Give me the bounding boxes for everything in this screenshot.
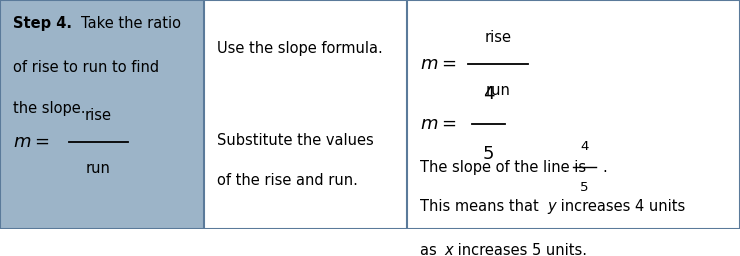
Text: increases 4 units: increases 4 units: [556, 199, 685, 214]
Text: rise: rise: [485, 30, 511, 45]
Text: rise: rise: [85, 108, 112, 123]
FancyBboxPatch shape: [407, 0, 740, 229]
Text: of rise to run to find: of rise to run to find: [13, 60, 159, 74]
Text: Take the ratio: Take the ratio: [81, 16, 181, 31]
Text: run: run: [485, 83, 511, 98]
Text: of the rise and run.: of the rise and run.: [217, 173, 357, 188]
Text: 5: 5: [482, 145, 494, 163]
Text: 4: 4: [580, 140, 589, 153]
Text: Step 4.: Step 4.: [13, 16, 73, 31]
Text: y: y: [548, 199, 556, 214]
FancyBboxPatch shape: [204, 0, 407, 229]
FancyBboxPatch shape: [0, 0, 204, 229]
Text: The slope of the line is: The slope of the line is: [420, 160, 586, 175]
Text: 4: 4: [482, 85, 494, 103]
Text: the slope.: the slope.: [13, 101, 86, 116]
Text: This means that: This means that: [420, 199, 544, 214]
Text: 5: 5: [580, 182, 589, 194]
Text: increases 5 units.: increases 5 units.: [453, 243, 587, 256]
Text: x: x: [445, 243, 454, 256]
Text: $m =$: $m =$: [420, 115, 457, 133]
Text: as: as: [420, 243, 442, 256]
Text: run: run: [86, 161, 111, 176]
Text: Substitute the values: Substitute the values: [217, 133, 374, 148]
Text: Use the slope formula.: Use the slope formula.: [217, 41, 383, 56]
Text: $m =$: $m =$: [420, 55, 457, 73]
Text: .: .: [602, 160, 607, 175]
Text: $m =$: $m =$: [13, 133, 50, 151]
